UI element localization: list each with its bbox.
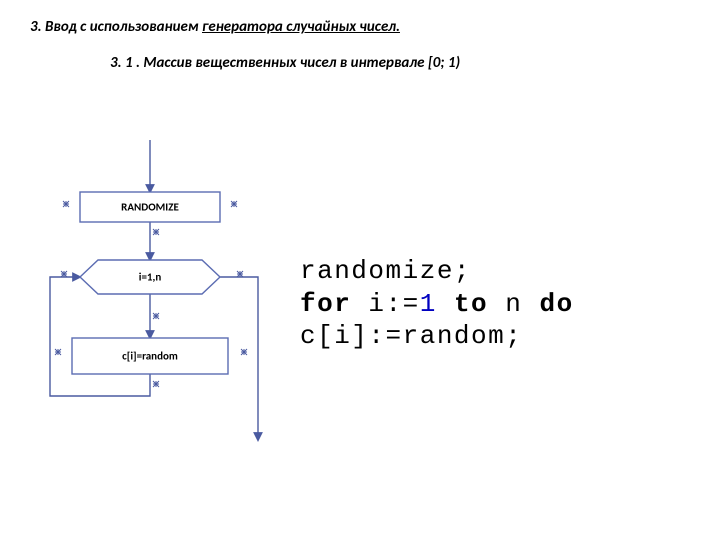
code-num-1: 1	[420, 289, 437, 319]
code-kw-for: for	[300, 289, 351, 319]
flow-node-label: i=1,n	[139, 271, 162, 284]
flowchart: RANDOMIZE i=1,n c[i]=random	[28, 140, 288, 460]
selection-marker	[153, 313, 159, 319]
selection-marker	[153, 381, 159, 387]
code-mid2	[437, 289, 454, 319]
code-line-3: c[i]:=random;	[300, 321, 522, 351]
code-mid1: i:=	[351, 289, 419, 319]
flow-edge	[50, 277, 150, 396]
code-mid3: n	[488, 289, 539, 319]
heading-sub: 3. 1 . Массив вещественных чисел в интер…	[110, 54, 460, 72]
heading-main-underlined: генератора случайных чисел.	[202, 18, 400, 36]
flowchart-svg: RANDOMIZE i=1,n c[i]=random	[28, 140, 288, 460]
selection-marker	[231, 201, 237, 207]
code-kw-to: to	[454, 289, 488, 319]
selection-marker	[63, 201, 69, 207]
code-block: randomize; for i:=1 to n do c[i]:=random…	[300, 255, 574, 353]
code-kw-do: do	[539, 289, 573, 319]
code-line-1: randomize;	[300, 256, 471, 286]
heading-main: 3. Ввод с использованием генератора случ…	[30, 18, 400, 36]
selection-marker	[153, 229, 159, 235]
selection-marker	[61, 271, 67, 277]
selection-marker	[55, 349, 61, 355]
flow-node-label: RANDOMIZE	[121, 201, 179, 214]
flow-node-label: c[i]=random	[122, 350, 178, 363]
heading-main-prefix: 3. Ввод с использованием	[30, 18, 202, 36]
selection-marker	[241, 349, 247, 355]
selection-marker	[237, 271, 243, 277]
